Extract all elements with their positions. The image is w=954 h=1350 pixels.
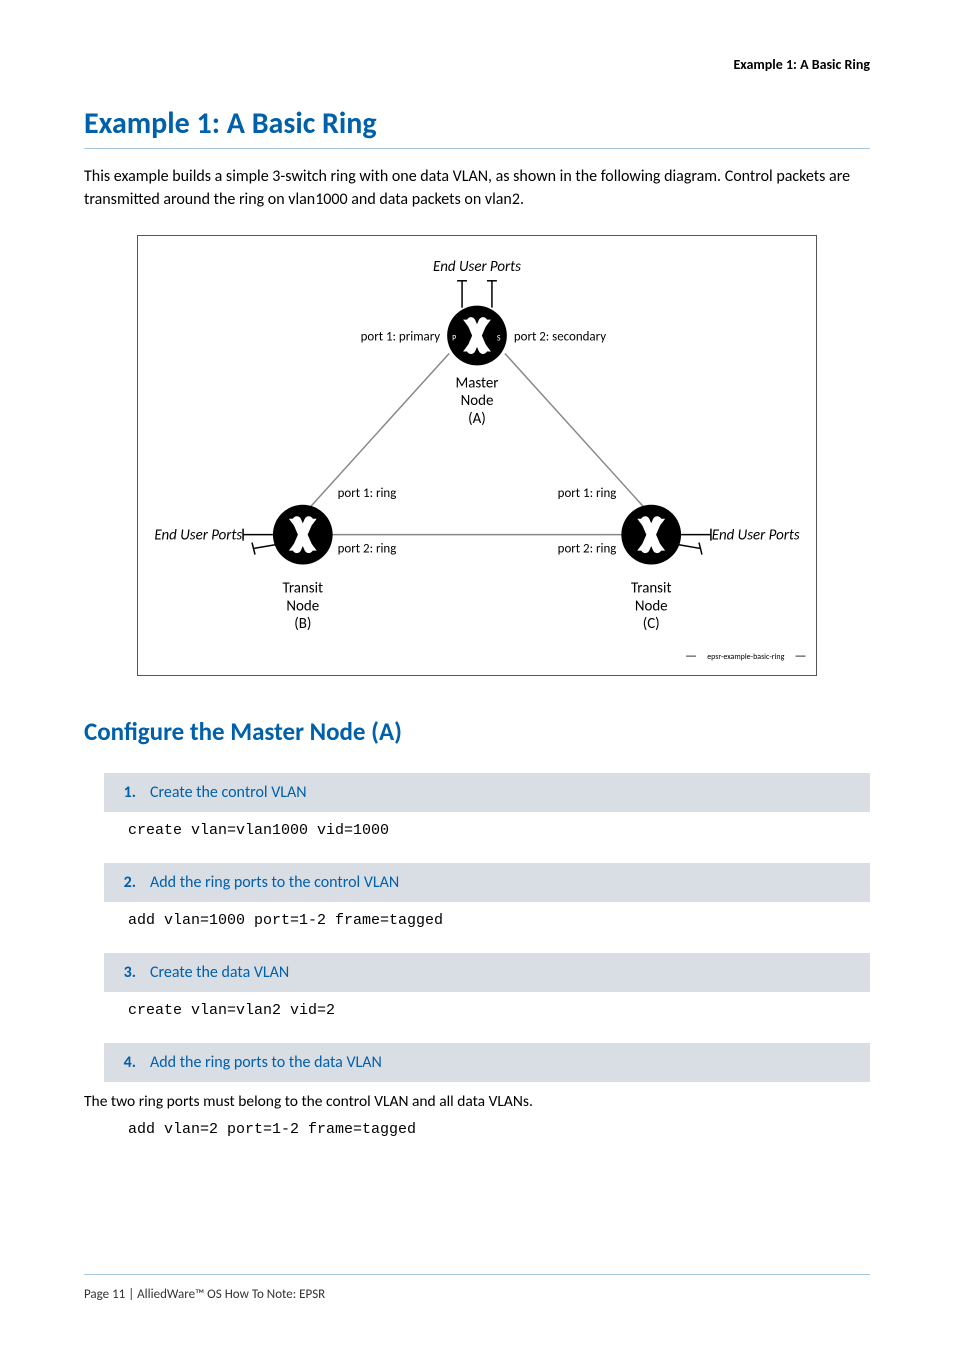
step-2-box: 2. Add the ring ports to the control VLA…: [104, 863, 870, 902]
step-1-box: 1. Create the control VLAN: [104, 773, 870, 812]
step-1-num: 1.: [118, 783, 136, 802]
port2-ring-r: port 2: ring: [558, 542, 617, 557]
step-4-code: add vlan=2 port=1-2 frame=tagged: [128, 1121, 870, 1138]
configure-subtitle: Configure the Master Node (A): [84, 716, 870, 747]
port1-ring-l: port 1: ring: [338, 486, 397, 501]
footer-text: Page 11 | AlliedWare™ OS How To Note: EP…: [84, 1287, 870, 1302]
transit-b-l3: (B): [294, 616, 311, 634]
footer-rule: [84, 1274, 870, 1275]
step-3-code: create vlan=vlan2 vid=2: [128, 1002, 870, 1019]
step-3-num: 3.: [118, 963, 136, 982]
port2-secondary-label: port 2: secondary: [514, 330, 606, 345]
p-label: P: [452, 334, 456, 344]
step-1-title: Create the control VLAN: [150, 783, 307, 802]
transit-b-l2: Node: [286, 598, 319, 616]
step-1-code: create vlan=vlan1000 vid=1000: [128, 822, 870, 839]
port2-ring-l: port 2: ring: [338, 542, 397, 557]
step-4-num: 4.: [118, 1053, 136, 1072]
master-node-l1: Master: [455, 375, 498, 393]
step-4-note: The two ring ports must belong to the co…: [84, 1092, 870, 1111]
transit-c-l2: Node: [635, 598, 668, 616]
diagram-tag: epsr-example-basic-ring: [707, 652, 784, 662]
end-user-ports-top: End User Ports: [433, 258, 521, 276]
step-2-title: Add the ring ports to the control VLAN: [150, 873, 399, 892]
port1-ring-r: port 1: ring: [558, 486, 617, 501]
step-4-box: 4. Add the ring ports to the data VLAN: [104, 1043, 870, 1082]
step-4-title: Add the ring ports to the data VLAN: [150, 1053, 382, 1072]
step-2-code: add vlan=1000 port=1-2 frame=tagged: [128, 912, 870, 929]
page-footer: Page 11 | AlliedWare™ OS How To Note: EP…: [84, 1274, 870, 1302]
transit-c-l1: Transit: [631, 580, 671, 598]
end-user-ports-left: End User Ports: [154, 527, 242, 545]
step-3-box: 3. Create the data VLAN: [104, 953, 870, 992]
s-label: S: [497, 334, 501, 344]
document-page: Example 1: A Basic Ring Example 1: A Bas…: [0, 0, 954, 1350]
master-node-l3: (A): [468, 411, 486, 429]
ring-diagram: P S End User Ports port 1:: [137, 235, 817, 676]
step-2-num: 2.: [118, 873, 136, 892]
master-node-l2: Node: [461, 393, 494, 411]
transit-b-l1: Transit: [283, 580, 324, 598]
step-3-title: Create the data VLAN: [150, 963, 289, 982]
page-title: Example 1: A Basic Ring: [84, 105, 870, 149]
running-header: Example 1: A Basic Ring: [84, 56, 870, 73]
port1-primary-label: port 1: primary: [361, 330, 441, 345]
intro-paragraph: This example builds a simple 3-switch ri…: [84, 165, 870, 211]
end-user-ports-right: End User Ports: [712, 527, 800, 545]
transit-c-l3: (C): [643, 616, 660, 634]
